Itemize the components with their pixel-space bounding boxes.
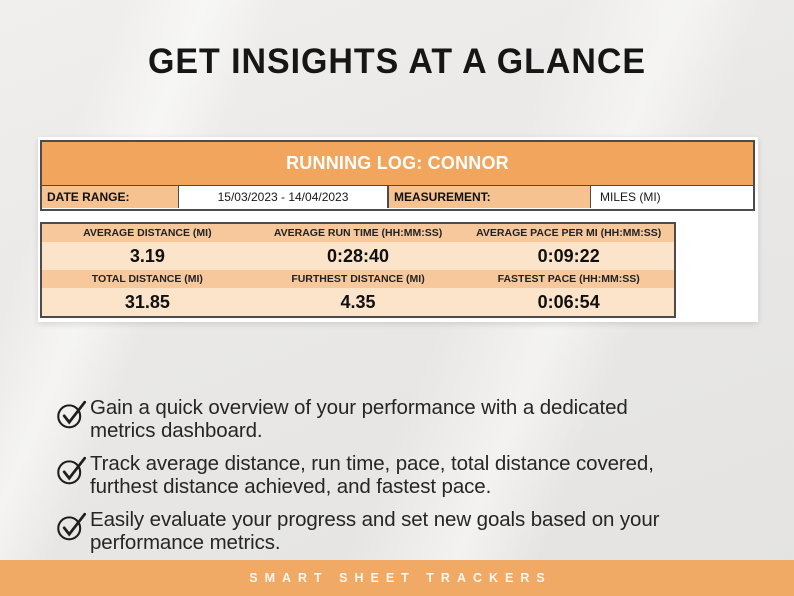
check-circle-icon (57, 456, 87, 485)
list-item-line: performance metrics. (90, 531, 281, 554)
metrics-label-row-2: TOTAL DISTANCE (MI) FURTHEST DISTANCE (M… (42, 270, 674, 289)
metric-value-average-pace: 0:09:22 (537, 245, 600, 266)
running-log-title-bar: RUNNING LOG: CONNOR (42, 142, 753, 186)
metric-label-average-pace: AVERAGE PACE PER MI (HH:MM:SS) (476, 227, 662, 240)
metric-value-average-run-time: 0:28:40 (326, 245, 390, 266)
measurement-label: MEASUREMENT: (389, 186, 591, 208)
running-log-title: RUNNING LOG: CONNOR (286, 153, 509, 173)
page-title: GET INSIGHTS AT A GLANCE (148, 42, 646, 81)
list-item-line: Track average distance, run time, pace, … (90, 452, 654, 475)
metric-label-average-distance: AVERAGE DISTANCE (MI) (83, 227, 212, 240)
list-item: Track average distance, run time, pace, … (56, 452, 746, 498)
metric-value-furthest-distance: 4.35 (340, 291, 376, 312)
measurement-value-cell[interactable]: MILES (MI) (591, 186, 753, 208)
date-measurement-row: DATE RANGE: 15/03/2023 - 14/04/2023 MEAS… (42, 186, 753, 208)
list-item-line: Easily evaluate your progress and set ne… (90, 508, 660, 531)
list-item-line: metrics dashboard. (90, 419, 263, 442)
check-circle-icon (57, 400, 87, 429)
list-item-text: Easily evaluate your progress and set ne… (90, 508, 659, 554)
list-item: Gain a quick overview of your performanc… (56, 396, 746, 442)
metrics-dashboard: AVERAGE DISTANCE (MI) AVERAGE RUN TIME (… (40, 222, 676, 318)
metric-value-average-distance: 3.19 (129, 245, 165, 266)
metric-value-total-distance: 31.85 (124, 291, 170, 312)
metric-label-average-run-time: AVERAGE RUN TIME (HH:MM:SS) (273, 227, 443, 240)
metric-value-fastest-pace: 0:06:54 (537, 291, 600, 312)
list-item-line: furthest distance achieved, and fastest … (90, 475, 492, 498)
list-item-line: Gain a quick overview of your performanc… (90, 396, 628, 419)
metric-label-fastest-pace: FASTEST PACE (HH:MM:SS) (497, 273, 640, 286)
brand-name: SMART SHEET TRACKERS (249, 571, 552, 585)
feature-list: Gain a quick overview of your performanc… (56, 396, 746, 564)
footer-bar: SMART SHEET TRACKERS (0, 560, 794, 596)
metric-label-furthest-distance: FURTHEST DISTANCE (MI) (291, 273, 425, 286)
metrics-label-row-1: AVERAGE DISTANCE (MI) AVERAGE RUN TIME (… (42, 224, 674, 243)
metrics-value-row-2: 31.85 4.35 0:06:54 (42, 288, 674, 316)
metrics-value-row-1: 3.19 0:28:40 0:09:22 (42, 242, 674, 270)
list-item-text: Gain a quick overview of your performanc… (90, 396, 628, 442)
date-range-label: DATE RANGE: (42, 186, 179, 208)
date-range-value-cell[interactable]: 15/03/2023 - 14/04/2023 (179, 186, 389, 208)
list-item: Easily evaluate your progress and set ne… (56, 508, 746, 554)
running-log-header-table: RUNNING LOG: CONNOR DATE RANGE: 15/03/20… (40, 140, 755, 211)
list-item-text: Track average distance, run time, pace, … (90, 452, 654, 498)
metric-label-total-distance: TOTAL DISTANCE (MI) (91, 273, 203, 286)
check-circle-icon (57, 512, 87, 541)
spreadsheet-screenshot: RUNNING LOG: CONNOR DATE RANGE: 15/03/20… (38, 137, 758, 322)
